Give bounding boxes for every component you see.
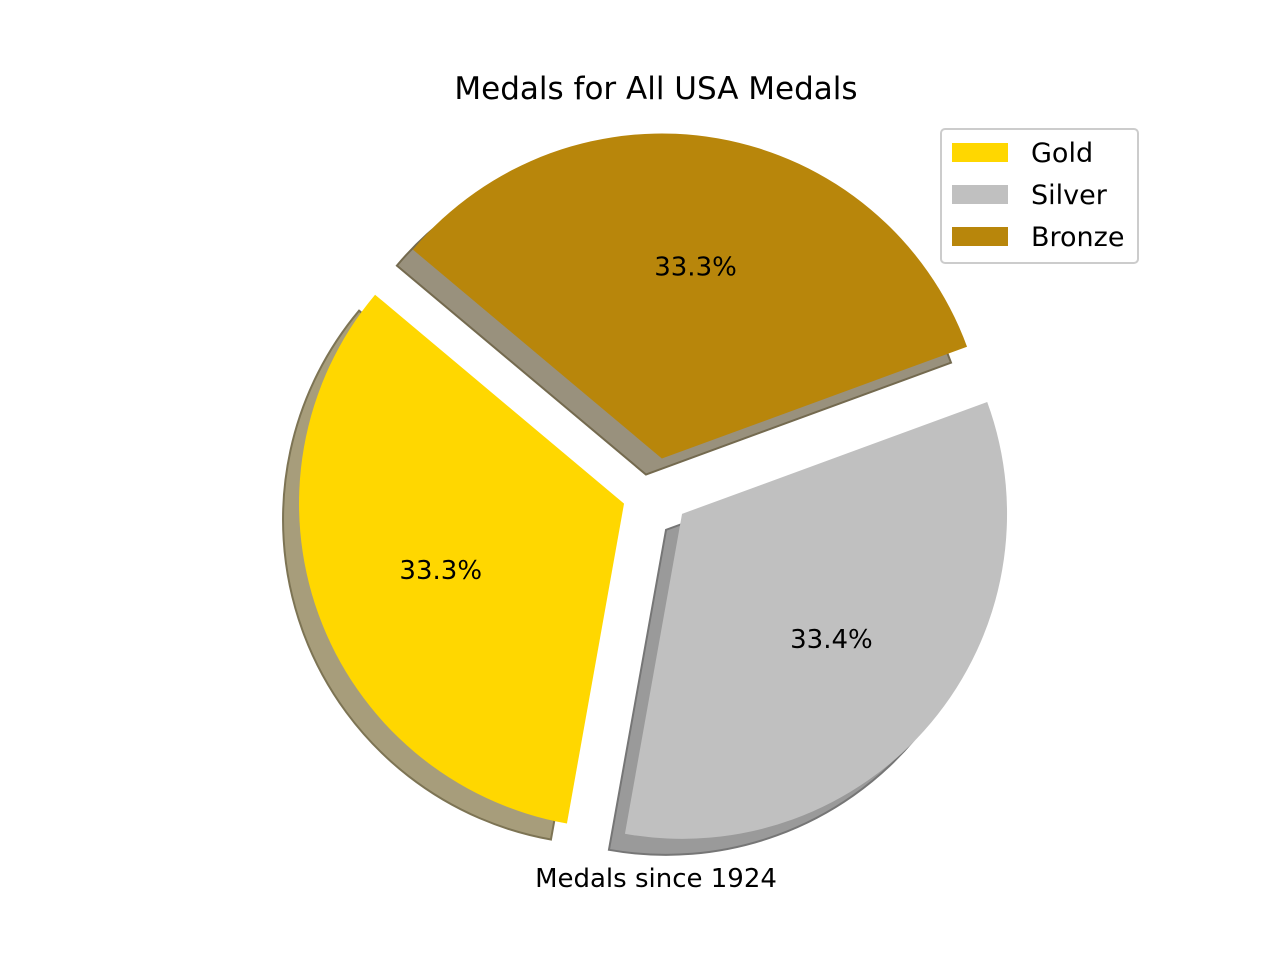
slice-labels: 33.3% 33.4% 33.3%	[399, 252, 872, 655]
legend-items: Gold Silver Bronze	[952, 138, 1124, 253]
slice-label-silver: 33.4%	[790, 625, 873, 655]
legend-label-bronze: Bronze	[1031, 222, 1124, 253]
legend: Gold Silver Bronze	[940, 128, 1139, 264]
legend-swatch-bronze	[952, 227, 1008, 246]
legend-label-silver: Silver	[1031, 180, 1108, 211]
pie-slices	[299, 133, 1008, 839]
legend-label-gold: Gold	[1031, 138, 1093, 169]
pie-slice-silver	[624, 402, 1008, 839]
slice-label-gold: 33.3%	[399, 556, 482, 586]
pie-slice-bronze	[412, 133, 968, 459]
legend-swatch-gold	[952, 143, 1008, 162]
slice-label-bronze: 33.3%	[654, 252, 737, 282]
x-axis-label: Medals since 1924	[535, 864, 777, 894]
chart-title: Medals for All USA Medals	[454, 71, 857, 107]
pie-slice-gold	[299, 294, 625, 824]
legend-swatch-silver	[952, 185, 1008, 204]
